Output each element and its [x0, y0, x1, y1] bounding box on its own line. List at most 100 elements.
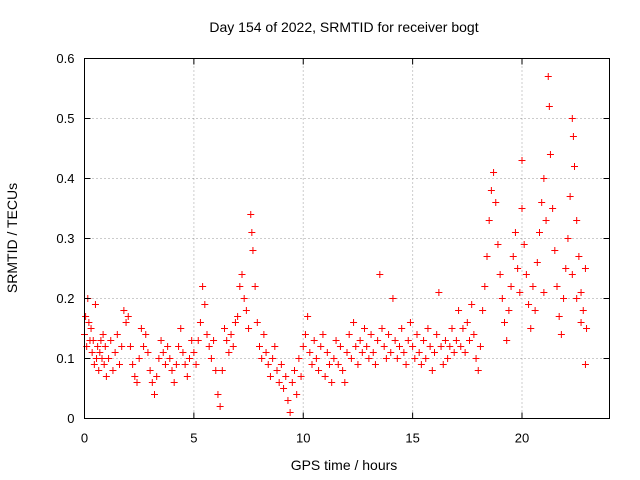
data-point	[144, 349, 152, 356]
data-point	[199, 283, 207, 290]
y-tick-label: 0.1	[56, 351, 74, 366]
data-point	[494, 241, 502, 248]
data-point	[511, 229, 519, 236]
data-point	[288, 379, 296, 386]
data-point	[540, 175, 548, 182]
data-point	[223, 337, 231, 344]
data-point	[140, 343, 148, 350]
data-point	[398, 325, 406, 332]
data-point	[428, 367, 436, 374]
data-point	[214, 391, 222, 398]
data-point	[459, 325, 467, 332]
data-point	[354, 361, 362, 368]
data-point	[326, 361, 333, 368]
data-point	[356, 337, 364, 344]
data-point	[583, 325, 591, 332]
data-point	[415, 349, 423, 356]
data-point	[455, 307, 463, 314]
data-point	[371, 361, 379, 368]
data-point	[266, 373, 274, 380]
data-point	[293, 391, 301, 398]
data-point	[297, 373, 305, 380]
data-point	[113, 331, 121, 338]
data-point	[396, 343, 403, 350]
data-point	[545, 103, 553, 110]
axis-ticks	[84, 58, 610, 419]
data-point	[514, 265, 522, 272]
data-point	[544, 73, 552, 80]
data-point	[212, 367, 220, 374]
data-point	[507, 283, 515, 290]
data-point	[562, 265, 570, 272]
data-point	[542, 217, 550, 224]
data-point	[120, 307, 128, 314]
data-point	[332, 337, 340, 344]
data-point	[531, 307, 539, 314]
data-point	[365, 355, 373, 362]
data-point	[485, 217, 493, 224]
data-point	[568, 271, 576, 278]
data-point	[282, 373, 290, 380]
data-point	[135, 355, 143, 362]
x-tick-label: 15	[405, 431, 419, 446]
data-point	[328, 379, 336, 386]
data-point	[95, 367, 103, 374]
data-point	[234, 313, 242, 320]
data-point	[82, 313, 90, 320]
data-point	[107, 337, 115, 344]
data-point	[284, 397, 292, 404]
data-point	[487, 187, 495, 194]
data-point	[466, 337, 473, 344]
data-point	[262, 349, 270, 356]
data-point	[194, 337, 202, 344]
data-point	[260, 331, 268, 338]
data-point	[245, 325, 253, 332]
y-tick-label: 0.3	[56, 231, 74, 246]
data-point	[133, 379, 141, 386]
data-point	[413, 331, 421, 338]
data-point	[301, 331, 309, 338]
data-point	[525, 301, 533, 308]
data-point	[247, 211, 255, 218]
data-point	[306, 349, 314, 356]
data-point	[568, 115, 576, 122]
data-point	[196, 319, 204, 326]
data-point	[426, 343, 434, 350]
data-point	[457, 343, 465, 350]
data-point	[527, 325, 535, 332]
data-point	[402, 361, 410, 368]
data-point	[352, 343, 360, 350]
data-point	[142, 331, 150, 338]
data-point	[317, 343, 325, 350]
data-point	[179, 349, 187, 356]
y-tick-label: 0	[67, 411, 74, 426]
data-point	[295, 355, 303, 362]
data-point	[312, 355, 320, 362]
data-point	[566, 193, 574, 200]
data-point	[441, 337, 449, 344]
data-point	[137, 325, 145, 332]
data-point	[183, 373, 191, 380]
data-point	[330, 355, 338, 362]
data-point	[216, 403, 224, 410]
data-point	[533, 259, 541, 266]
data-point	[505, 307, 513, 314]
data-point	[109, 367, 117, 374]
data-point	[225, 349, 233, 356]
data-point	[111, 349, 119, 356]
data-point	[361, 325, 368, 332]
data-point	[258, 355, 266, 362]
data-point	[229, 343, 237, 350]
data-point	[476, 343, 484, 350]
data-point	[341, 379, 349, 386]
data-point	[181, 361, 189, 368]
data-point	[422, 355, 430, 362]
y-axis-label: SRMTID / TECUs	[4, 183, 20, 293]
data-point	[463, 319, 471, 326]
data-point	[339, 367, 347, 374]
data-point	[553, 283, 561, 290]
data-point	[159, 349, 167, 356]
data-point	[100, 361, 108, 368]
data-point	[417, 361, 425, 368]
data-point	[437, 343, 445, 350]
